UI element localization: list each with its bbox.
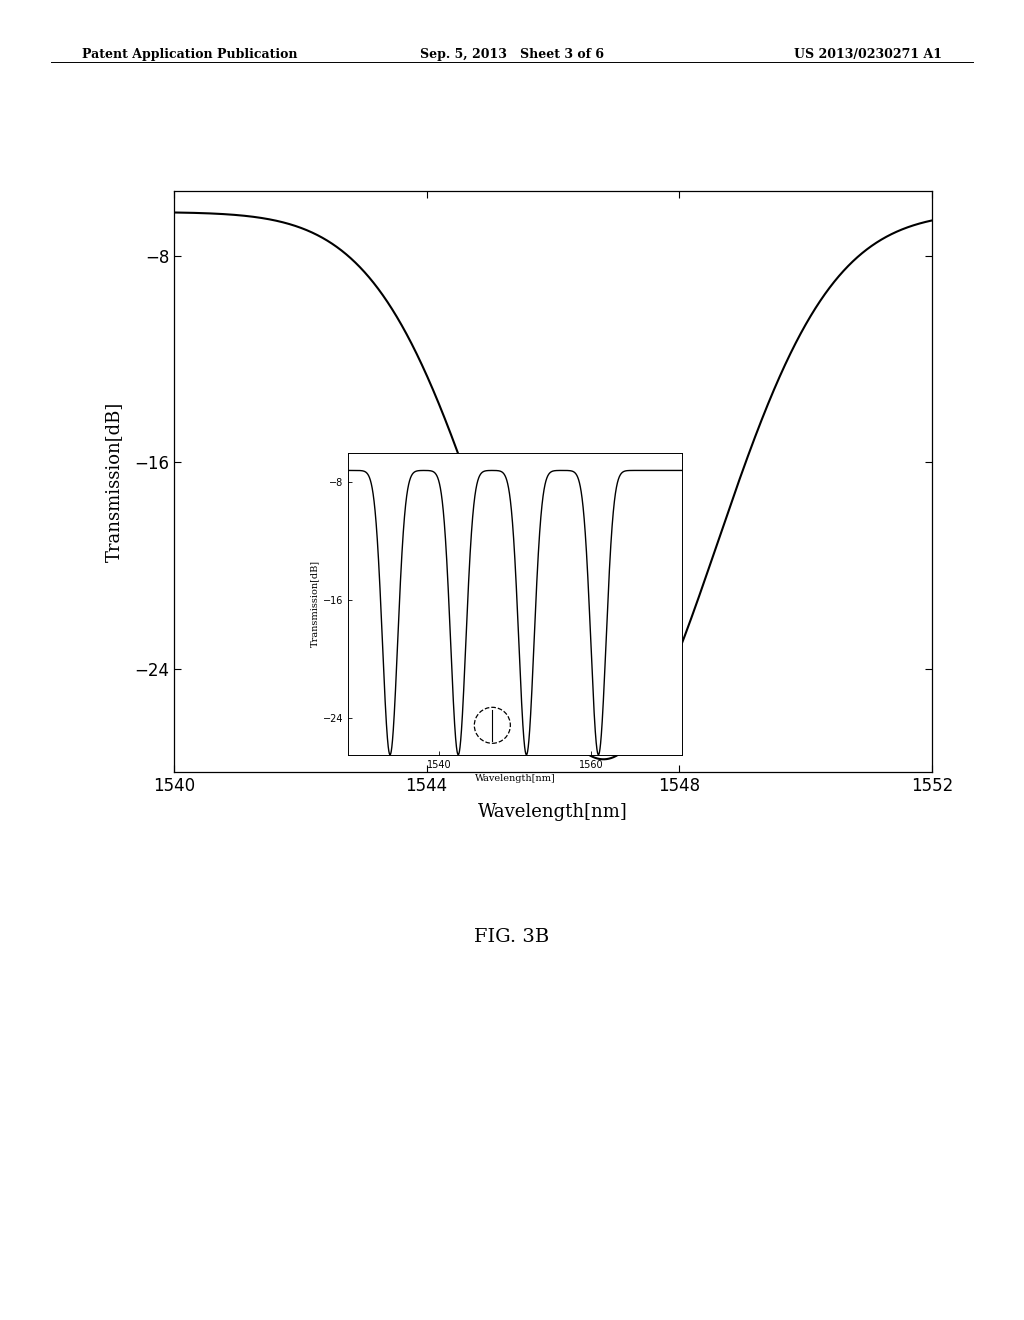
Text: Patent Application Publication: Patent Application Publication xyxy=(82,48,297,61)
Text: Sep. 5, 2013   Sheet 3 of 6: Sep. 5, 2013 Sheet 3 of 6 xyxy=(420,48,604,61)
X-axis label: Wavelength[nm]: Wavelength[nm] xyxy=(478,804,628,821)
Y-axis label: Transmission[dB]: Transmission[dB] xyxy=(105,401,123,562)
Text: US 2013/0230271 A1: US 2013/0230271 A1 xyxy=(794,48,942,61)
Text: FIG. 3B: FIG. 3B xyxy=(474,928,550,946)
